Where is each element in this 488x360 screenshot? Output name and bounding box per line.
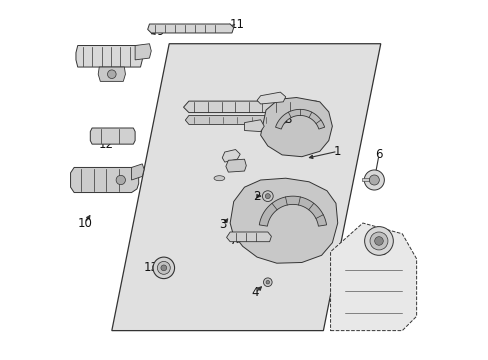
Polygon shape	[226, 232, 271, 242]
Ellipse shape	[214, 176, 224, 181]
Text: 11: 11	[229, 18, 244, 31]
Polygon shape	[135, 44, 151, 60]
Circle shape	[157, 261, 170, 274]
Polygon shape	[76, 45, 142, 67]
Text: 7: 7	[229, 234, 237, 247]
Polygon shape	[112, 44, 380, 330]
Text: 3: 3	[219, 218, 226, 231]
Circle shape	[369, 232, 387, 250]
Polygon shape	[222, 149, 240, 162]
Circle shape	[364, 170, 384, 190]
Polygon shape	[259, 196, 326, 226]
Circle shape	[265, 280, 269, 284]
Circle shape	[374, 237, 383, 245]
Polygon shape	[275, 109, 324, 129]
Text: 10: 10	[77, 216, 92, 230]
Polygon shape	[330, 223, 416, 330]
Polygon shape	[260, 98, 332, 157]
Polygon shape	[225, 159, 246, 172]
Circle shape	[161, 265, 166, 271]
Text: 8: 8	[283, 113, 291, 126]
Bar	[362, 178, 368, 181]
Text: 4: 4	[251, 287, 259, 300]
Text: 2: 2	[253, 190, 260, 203]
Circle shape	[265, 194, 270, 199]
Text: 9: 9	[156, 25, 163, 38]
Circle shape	[263, 278, 271, 287]
Polygon shape	[98, 67, 125, 81]
Circle shape	[364, 226, 392, 255]
Polygon shape	[70, 167, 139, 193]
Circle shape	[153, 257, 174, 279]
Polygon shape	[147, 24, 233, 33]
Text: 13: 13	[143, 261, 159, 274]
Polygon shape	[230, 178, 337, 263]
Polygon shape	[90, 128, 135, 144]
Circle shape	[107, 70, 116, 78]
Text: 6: 6	[374, 148, 382, 161]
Polygon shape	[131, 164, 144, 180]
Polygon shape	[257, 92, 285, 104]
Polygon shape	[244, 120, 264, 132]
Text: 12: 12	[99, 138, 114, 150]
Text: 5: 5	[378, 245, 386, 258]
Circle shape	[368, 175, 379, 185]
Polygon shape	[183, 101, 321, 113]
Text: 1: 1	[333, 145, 341, 158]
Circle shape	[116, 175, 125, 185]
Polygon shape	[185, 116, 312, 125]
Circle shape	[262, 191, 273, 202]
